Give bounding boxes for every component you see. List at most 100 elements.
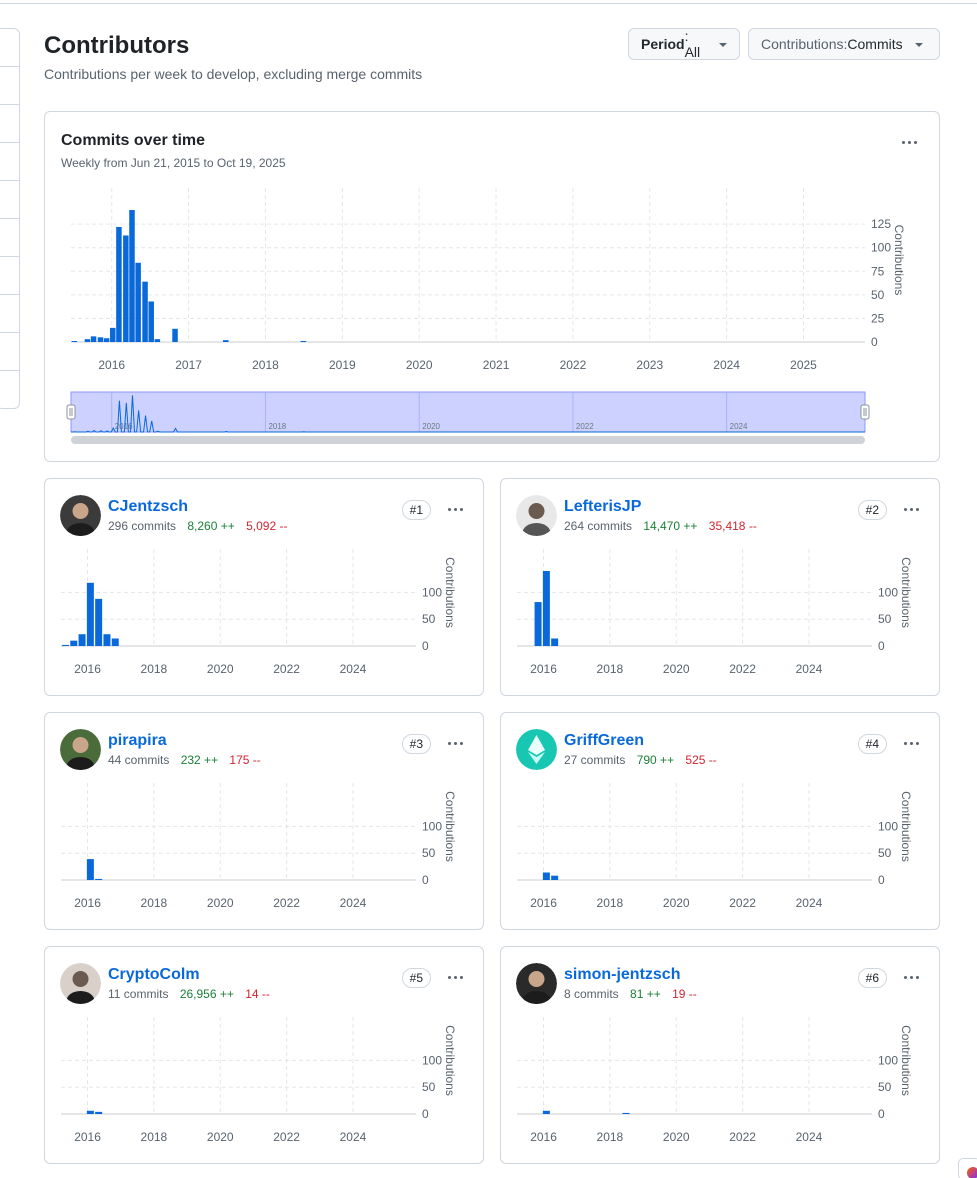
contributor-chart: 0 50 100 2016 2018 2020 2022 2024 Contributions (517, 783, 913, 910)
side-nav-item[interactable] (0, 219, 19, 257)
y-tick-label: 50 (422, 612, 436, 626)
x-tick-label: 2016 (74, 896, 101, 910)
side-nav-item[interactable] (0, 181, 19, 219)
overview-scrollbar[interactable] (71, 436, 865, 444)
bar[interactable] (300, 341, 307, 342)
commits-over-time-card: Commits over time Weekly from Jun 21, 20… (44, 111, 940, 462)
bar[interactable] (148, 301, 154, 342)
x-tick-label: 2024 (340, 1130, 367, 1144)
side-nav-item[interactable] (0, 295, 19, 333)
x-tick-label: 2022 (273, 662, 300, 676)
x-tick-label: 2020 (207, 662, 234, 676)
x-tick-label: 2020 (207, 896, 234, 910)
contributor-stats: 27 commits 790 ++ 525 -- (564, 753, 717, 767)
contributor-card: simon-jentzsch 8 commits 81 ++ 19 -- #6 … (500, 946, 940, 1164)
additions-count: 81 ++ (630, 987, 661, 1001)
y-tick-label: 100 (422, 819, 442, 833)
bar[interactable] (86, 582, 94, 646)
caret-down-icon (914, 43, 923, 47)
x-tick-label: 2022 (273, 1130, 300, 1144)
x-tick-label: 2016 (530, 662, 557, 676)
ethereum-icon[interactable] (516, 729, 557, 770)
contributor-name-link[interactable]: LefterisJP (564, 498, 642, 515)
bar[interactable] (103, 634, 111, 646)
bar[interactable] (86, 1110, 94, 1114)
period-label: Period (641, 36, 685, 52)
contributor-name-link[interactable]: GriffGreen (564, 732, 645, 749)
kebab-horizontal-icon[interactable] (899, 733, 923, 753)
period-select-button[interactable]: Period: All (628, 28, 740, 60)
bar[interactable] (116, 226, 122, 342)
y-tick-label: 50 (871, 288, 885, 302)
bar[interactable] (542, 571, 550, 646)
bar[interactable] (154, 339, 161, 342)
bar[interactable] (123, 235, 129, 342)
side-nav-item[interactable] (0, 257, 19, 295)
x-tick-label: 2024 (796, 662, 823, 676)
x-tick-label: 2016 (74, 662, 101, 676)
avatar-icon[interactable] (516, 495, 557, 536)
side-nav-item[interactable] (0, 105, 19, 143)
contributor-chart: 0 50 100 2016 2018 2020 2022 2024 Contributions (517, 549, 913, 676)
bar[interactable] (90, 336, 97, 342)
bar[interactable] (172, 328, 178, 342)
avatar-icon[interactable] (60, 495, 101, 536)
bar[interactable] (542, 1110, 550, 1114)
bar[interactable] (78, 634, 86, 646)
range-handle[interactable] (860, 404, 870, 420)
contributor-card: GriffGreen 27 commits 790 ++ 525 -- #4 0… (500, 712, 940, 930)
kebab-horizontal-icon[interactable] (899, 499, 923, 519)
side-nav-item[interactable] (0, 333, 19, 371)
bar[interactable] (86, 859, 94, 880)
x-tick-label: 2017 (175, 358, 202, 372)
bar[interactable] (551, 638, 559, 647)
x-tick-label: 2020 (207, 1130, 234, 1144)
contributor-name-link[interactable]: CryptoColm (108, 966, 200, 983)
contributor-name-link[interactable]: simon-jentzsch (564, 966, 681, 983)
bar[interactable] (135, 262, 141, 342)
bar[interactable] (542, 872, 550, 881)
avatar-icon[interactable] (60, 729, 101, 770)
bar[interactable] (111, 638, 119, 647)
y-axis-label: Contributions (899, 791, 913, 862)
side-nav-item[interactable] (0, 67, 19, 105)
contributions-select-button[interactable]: Contributions: Commits (748, 28, 940, 60)
kebab-horizontal-icon[interactable] (899, 967, 923, 987)
bar[interactable] (61, 644, 69, 646)
bar[interactable] (71, 341, 78, 342)
bar[interactable] (622, 1112, 630, 1114)
kebab-horizontal-icon[interactable] (443, 733, 467, 753)
side-nav-item[interactable] (0, 143, 19, 181)
bar[interactable] (70, 640, 78, 646)
avatar-icon[interactable] (516, 963, 557, 1004)
range-handle[interactable] (66, 404, 76, 420)
side-nav-item[interactable] (0, 371, 19, 409)
bar[interactable] (97, 337, 104, 342)
bar[interactable] (142, 281, 148, 342)
deletions-count: 14 -- (245, 987, 270, 1001)
kebab-horizontal-icon[interactable] (897, 132, 921, 152)
kebab-horizontal-icon[interactable] (443, 499, 467, 519)
bar[interactable] (103, 338, 110, 342)
bar[interactable] (95, 1111, 103, 1114)
contributor-name-link[interactable]: pirapira (108, 732, 167, 749)
deletions-count: 35,418 -- (708, 519, 757, 533)
contributor-name-link[interactable]: CJentzsch (108, 498, 189, 515)
overview-line (71, 395, 865, 433)
bar[interactable] (223, 340, 229, 342)
avatar-icon[interactable] (60, 963, 101, 1004)
y-tick-label: 0 (878, 873, 885, 887)
bar[interactable] (95, 878, 103, 880)
side-nav-fragment[interactable] (0, 28, 20, 409)
bar[interactable] (129, 210, 135, 342)
browser-extension-icon[interactable] (958, 1158, 977, 1178)
x-tick-label: 2020 (663, 662, 690, 676)
side-nav-item[interactable] (0, 29, 19, 67)
bar[interactable] (95, 598, 103, 646)
bar[interactable] (534, 602, 542, 646)
bar[interactable] (551, 875, 559, 880)
bar[interactable] (84, 339, 91, 342)
overview-range-selection[interactable] (70, 391, 866, 433)
kebab-horizontal-icon[interactable] (443, 967, 467, 987)
bar[interactable] (110, 327, 116, 342)
